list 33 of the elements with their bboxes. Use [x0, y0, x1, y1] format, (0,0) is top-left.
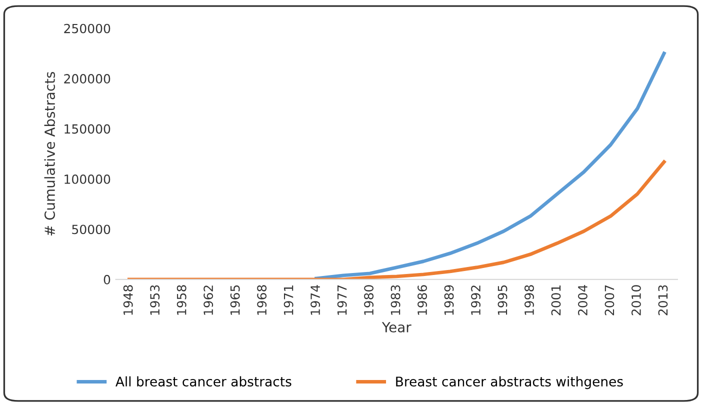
y-tick-label: 50000: [72, 224, 110, 234]
x-tick-label: 1992: [471, 286, 480, 315]
x-tick-label: 1983: [390, 285, 400, 315]
x-tick-label: 2007: [604, 285, 614, 316]
legend-label: Breast cancer abstracts withgenes: [396, 376, 623, 390]
legend-label: All breast cancer abstracts: [116, 376, 292, 387]
x-tick-label: 1986: [418, 285, 427, 315]
x-tick-label: 1958: [176, 285, 186, 315]
x-tick-label: 1977: [337, 285, 347, 315]
y-tick-label: 0: [104, 274, 110, 284]
x-tick-label: 2010: [631, 285, 641, 316]
x-axis-title: Year: [382, 322, 412, 332]
x-tick-label: 2004: [578, 285, 588, 316]
y-tick-label: 250000: [64, 24, 110, 34]
x-tick-label: 1968: [257, 285, 267, 315]
x-tick-label: 1962: [204, 286, 214, 315]
y-tick-label: 200000: [64, 74, 110, 84]
x-tick-label: 1948: [123, 285, 133, 315]
x-tick-label: 2013: [658, 285, 668, 316]
line-series: [314, 52, 666, 280]
line-series: [127, 160, 666, 280]
y-tick-label: 100000: [64, 174, 110, 184]
x-tick-label: 1989: [444, 285, 454, 315]
x-tick-label: 1998: [524, 285, 534, 315]
x-tick-label: 2001: [551, 285, 561, 316]
x-tick-label: 1995: [498, 285, 508, 315]
x-tick-label: 1974: [310, 285, 320, 315]
x-tick-label: 1980: [364, 285, 374, 315]
x-tick-label: 1971: [284, 285, 294, 315]
x-tick-label: 1953: [150, 285, 160, 315]
y-axis-title: # Cumulative Abstracts: [44, 72, 56, 236]
x-tick-label: 1965: [230, 285, 240, 315]
y-tick-label: 150000: [64, 124, 110, 134]
